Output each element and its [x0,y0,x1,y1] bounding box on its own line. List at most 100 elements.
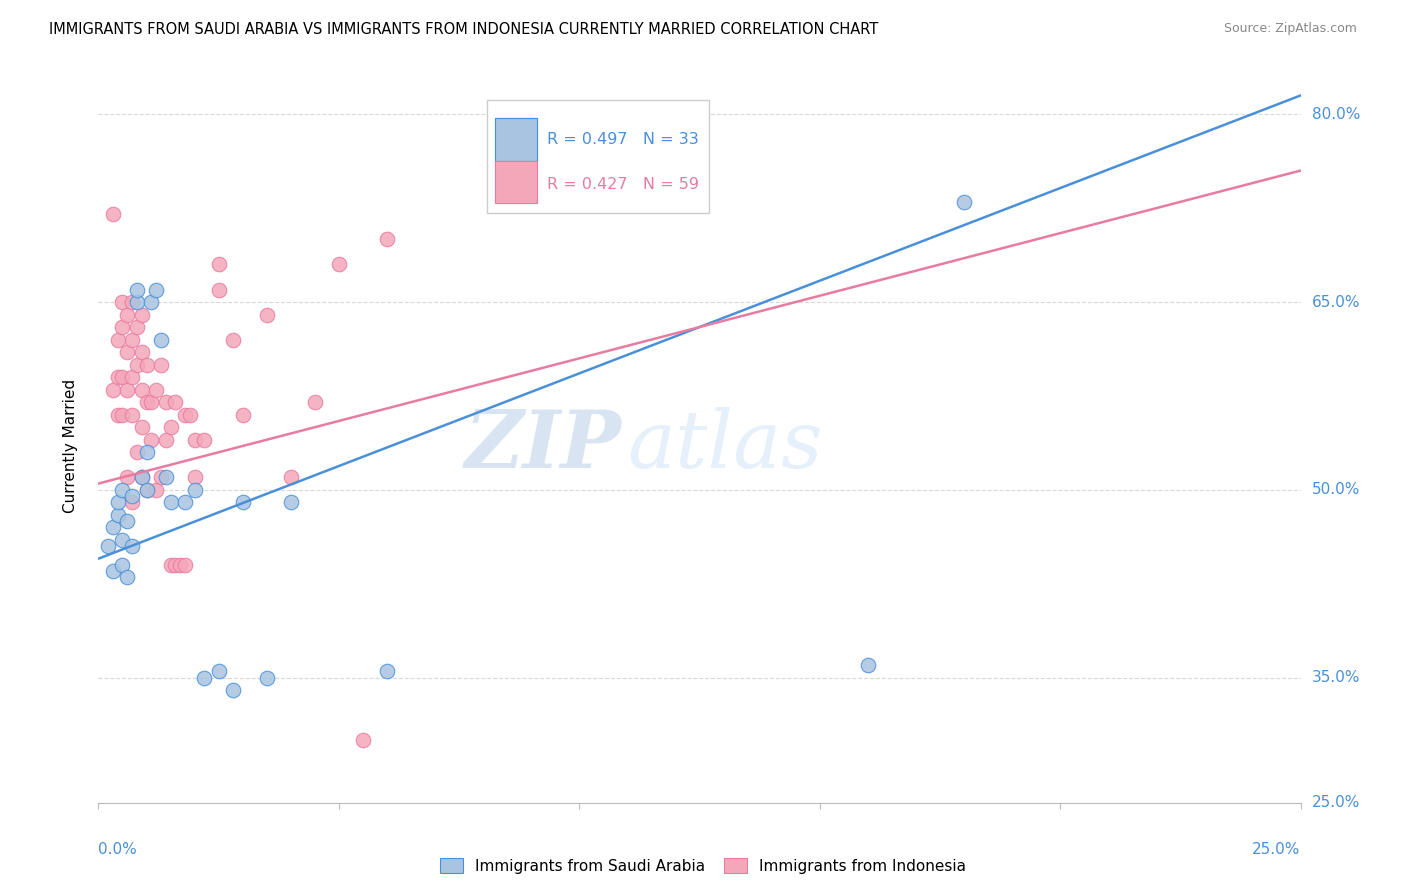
Point [174,558,197,572]
Point [174,495,197,509]
Point [953,194,976,209]
Legend: Immigrants from Saudi Arabia, Immigrants from Indonesia: Immigrants from Saudi Arabia, Immigrants… [434,852,972,880]
Point [159,558,181,572]
Point [131,470,153,484]
Point [375,232,398,246]
Point [107,370,129,384]
Text: Source: ZipAtlas.com: Source: ZipAtlas.com [1223,22,1357,36]
Point [159,420,181,434]
Text: 25.0%: 25.0% [1312,796,1360,810]
Point [131,308,153,322]
Point [111,295,134,310]
FancyBboxPatch shape [495,161,537,203]
Text: R = 0.497   N = 33: R = 0.497 N = 33 [547,132,699,146]
Point [97,539,120,553]
Text: 80.0%: 80.0% [1312,107,1360,121]
Point [117,514,139,528]
Text: 35.0%: 35.0% [1312,670,1360,685]
Point [149,333,172,347]
Point [155,470,177,484]
Point [208,257,231,271]
Text: 25.0%: 25.0% [1253,842,1301,856]
Point [111,483,134,497]
Point [117,570,139,584]
Point [111,320,134,334]
Point [107,495,129,509]
Point [107,508,129,522]
Point [125,320,148,334]
Text: atlas: atlas [627,408,823,484]
Point [121,408,143,422]
Point [117,345,139,359]
Point [107,333,129,347]
Point [352,733,374,747]
FancyBboxPatch shape [486,100,709,212]
Point [125,445,148,459]
Point [141,433,163,447]
Point [111,533,134,547]
Point [117,470,139,484]
Point [121,333,143,347]
Point [125,295,148,310]
Point [183,433,205,447]
Point [328,257,350,271]
Point [149,358,172,372]
Point [121,489,143,503]
Point [145,283,167,297]
Point [280,470,302,484]
Point [155,395,177,409]
Point [145,483,167,497]
Text: 65.0%: 65.0% [1312,294,1360,310]
Point [232,408,254,422]
Point [135,483,157,497]
Point [165,558,187,572]
Point [165,395,187,409]
Point [174,408,197,422]
FancyBboxPatch shape [495,118,537,161]
Point [520,157,543,171]
Point [131,420,153,434]
Text: 50.0%: 50.0% [1312,483,1360,498]
Point [155,433,177,447]
Point [149,470,172,484]
Point [101,520,124,534]
Point [135,358,157,372]
Point [222,333,245,347]
Point [375,665,398,679]
Point [193,671,215,685]
Point [111,408,134,422]
Point [131,383,153,397]
Point [145,383,167,397]
Text: R = 0.427   N = 59: R = 0.427 N = 59 [547,177,699,192]
Point [304,395,326,409]
Point [856,658,879,673]
Point [280,495,302,509]
Point [121,370,143,384]
Point [135,445,157,459]
Point [111,370,134,384]
Point [208,283,231,297]
Point [131,345,153,359]
Point [256,671,278,685]
Point [193,433,215,447]
Point [141,295,163,310]
Point [101,564,124,578]
Point [159,495,181,509]
Point [117,383,139,397]
Point [141,395,163,409]
Point [222,683,245,698]
Point [101,383,124,397]
Point [179,408,201,422]
Point [125,283,148,297]
Point [111,558,134,572]
Point [135,483,157,497]
Text: 0.0%: 0.0% [98,842,138,856]
Point [135,395,157,409]
Point [121,495,143,509]
Point [121,539,143,553]
Point [232,495,254,509]
Text: ZIP: ZIP [464,408,621,484]
Point [117,308,139,322]
Point [169,558,191,572]
Point [131,470,153,484]
